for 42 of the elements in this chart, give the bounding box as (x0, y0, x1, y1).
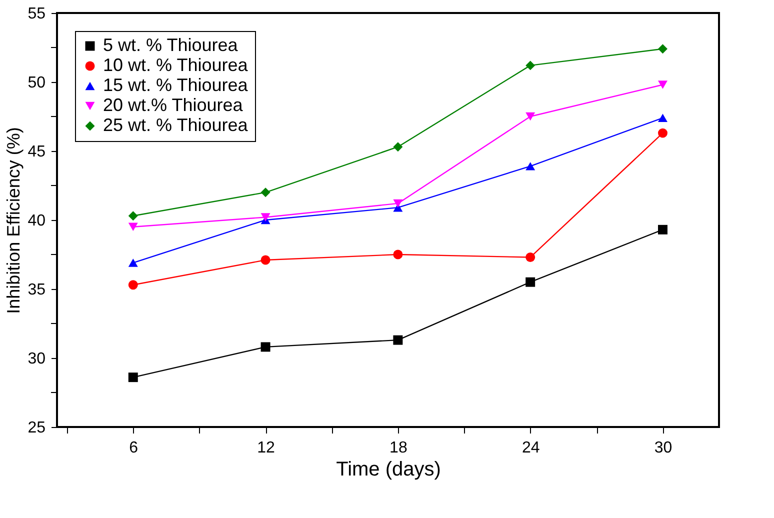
point (658, 224, 668, 234)
y-tick-label: 30 (28, 350, 46, 368)
x-tick-label: 18 (390, 440, 408, 456)
point (658, 44, 668, 54)
y-tick-label: 55 (28, 6, 46, 22)
point (526, 162, 536, 170)
x-tick-label: 12 (257, 440, 276, 456)
legend-label: 15 wt. % Thiourea (103, 75, 249, 95)
point (658, 114, 668, 122)
point (128, 211, 138, 221)
y-tick-label: 50 (28, 74, 46, 92)
x-tick-label: 6 (129, 440, 138, 456)
legend-label: 5 wt. % Thiourea (103, 35, 239, 55)
point (260, 213, 270, 222)
point (260, 188, 270, 198)
point (526, 60, 536, 70)
legend-label: 20 wt.% Thiourea (103, 95, 244, 115)
point (526, 277, 536, 287)
x-tick-label: 30 (654, 440, 672, 456)
point (128, 280, 138, 290)
point (526, 252, 536, 262)
legend-label: 25 wt. % Thiourea (103, 115, 249, 135)
point (128, 258, 138, 267)
point (526, 112, 536, 121)
y-tick-label: 35 (28, 282, 46, 298)
point (393, 142, 403, 152)
x-axis-title: Time (days) (336, 458, 441, 480)
legend-label: 10 wt. % Thiourea (103, 55, 249, 75)
point (393, 199, 403, 208)
point (658, 128, 668, 138)
y-tick-label: 25 (28, 420, 46, 436)
x-tick-label: 24 (522, 440, 540, 456)
y-tick-label: 40 (28, 212, 46, 230)
point (128, 372, 138, 382)
y-tick-label: 45 (28, 144, 46, 160)
point (128, 222, 138, 232)
y-axis-title: Inhibition Efficiency (%) (4, 127, 24, 314)
point (393, 250, 403, 260)
point (260, 255, 270, 265)
point (658, 80, 668, 89)
point (393, 335, 403, 345)
point (260, 342, 270, 352)
